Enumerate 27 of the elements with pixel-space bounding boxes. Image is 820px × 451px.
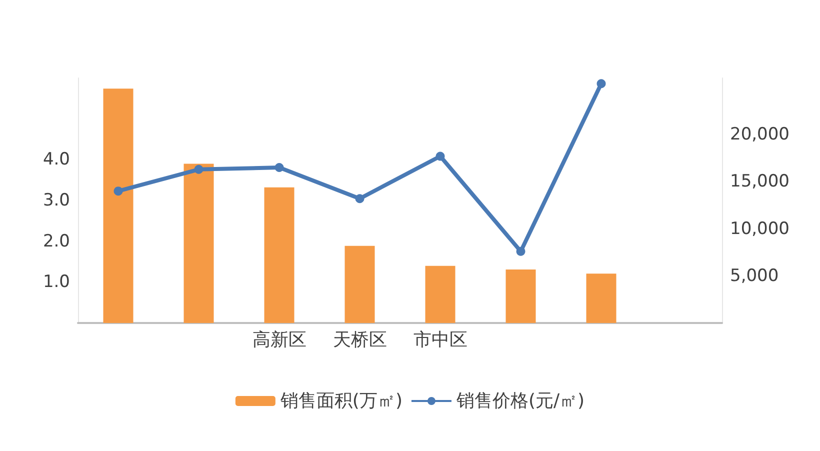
point — [596, 79, 606, 88]
y2-tick-label: 10,000 — [730, 218, 790, 239]
x-tick-label: 天桥区 — [332, 330, 387, 350]
bar — [264, 187, 294, 323]
y-tick-label: 4.0 — [42, 150, 70, 170]
x-tick-label: 高新区 — [252, 330, 306, 350]
y2-tick-label: 20,000 — [730, 124, 790, 145]
point — [274, 163, 284, 172]
y-tick-label: 1.0 — [42, 272, 70, 292]
y-tick-label: 2.0 — [42, 231, 70, 252]
y2-tick-label: 5,000 — [730, 266, 779, 286]
bar — [103, 88, 134, 323]
point — [194, 164, 204, 174]
x-tick-label: 市中区 — [413, 330, 468, 350]
point — [355, 194, 364, 204]
y-tick-label: 3.0 — [42, 190, 70, 210]
bar — [344, 246, 375, 323]
y2-tick-label: 15,000 — [730, 172, 790, 192]
bar — [184, 164, 214, 323]
point — [436, 152, 445, 161]
legend-label: 销售价格(元/㎡) — [455, 390, 585, 412]
bar — [586, 274, 616, 323]
bar — [506, 270, 536, 323]
legend-label: 销售面积(万㎡) — [279, 390, 402, 412]
bar — [425, 266, 456, 323]
point — [114, 186, 123, 196]
point — [516, 246, 526, 256]
